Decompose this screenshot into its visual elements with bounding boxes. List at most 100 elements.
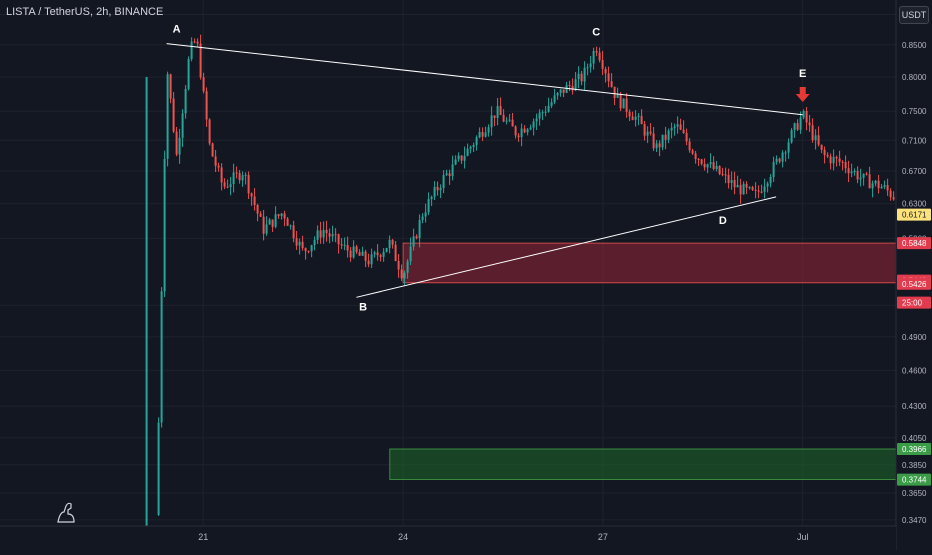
candle-body — [251, 193, 253, 196]
candle-body — [344, 245, 346, 246]
candle-body — [551, 102, 553, 106]
candle-body — [353, 247, 355, 258]
candle-body — [758, 191, 760, 192]
candle-body — [326, 230, 328, 233]
candle-body — [434, 187, 436, 197]
candle-body — [332, 234, 334, 236]
price-tick: 0.8000 — [902, 73, 927, 82]
candle-body — [356, 247, 358, 253]
candle-body — [815, 135, 817, 140]
candle-body — [887, 185, 889, 190]
candle-body — [443, 175, 445, 188]
candle-body — [785, 153, 787, 154]
price-tick: 0.4600 — [902, 366, 927, 375]
candle-body — [533, 121, 535, 127]
candle-body — [797, 123, 799, 130]
candle-body — [389, 240, 391, 248]
candle-body — [572, 86, 574, 90]
wave-label: D — [719, 215, 727, 227]
candle-body — [590, 64, 592, 68]
candle-body — [530, 128, 532, 130]
candle-body — [320, 230, 322, 237]
candle-body — [821, 145, 823, 150]
candle-body — [254, 196, 256, 205]
candle-body — [695, 154, 697, 160]
currency-badge[interactable]: USDT — [899, 6, 929, 24]
candle-body — [803, 111, 805, 118]
candle-body — [395, 245, 397, 261]
candle-body — [218, 166, 220, 168]
candle-body — [167, 74, 169, 159]
candle-body — [392, 240, 394, 245]
trend-line — [167, 44, 803, 115]
price-tick: 0.3650 — [902, 489, 927, 498]
wave-label: B — [359, 302, 367, 314]
candle-body — [482, 132, 484, 137]
candle-body — [593, 51, 595, 64]
zone-layer — [390, 243, 896, 479]
candle-body — [680, 124, 682, 129]
candle-body — [194, 42, 196, 43]
tradingview-logo-icon — [58, 503, 74, 522]
candle-body — [221, 168, 223, 183]
candle-body — [764, 187, 766, 192]
candle-body — [227, 187, 229, 188]
candle-body — [632, 116, 634, 120]
candle-body — [485, 133, 487, 137]
candle-body — [263, 217, 265, 234]
candle-body — [407, 261, 409, 273]
candle-body — [278, 214, 280, 216]
down-arrow-icon — [796, 87, 810, 102]
candle-body — [605, 69, 607, 73]
candle-body — [674, 127, 676, 129]
candle-body — [893, 197, 895, 199]
candle-body — [872, 183, 874, 188]
candle-body — [503, 115, 505, 122]
candle-body — [368, 261, 370, 265]
candle-body — [446, 173, 448, 175]
candle-body — [863, 174, 865, 178]
candle-body — [626, 99, 628, 112]
candle-body — [707, 164, 709, 167]
price-label: 0.3744 — [902, 476, 927, 485]
price-label: 0.3966 — [902, 445, 927, 454]
candle-body — [881, 187, 883, 188]
price-label: 0.5426 — [902, 280, 927, 289]
candle-body — [314, 240, 316, 245]
time-tick: 21 — [198, 532, 208, 542]
price-label: 0.5848 — [902, 239, 927, 248]
candle-body — [455, 160, 457, 165]
candle-body — [776, 159, 778, 162]
wave-label: E — [799, 68, 806, 80]
candle-body — [404, 273, 406, 279]
candle-body — [413, 236, 415, 246]
candle-body — [722, 174, 724, 175]
candle-body — [830, 156, 832, 163]
candle-body — [575, 79, 577, 90]
candle-body — [770, 177, 772, 183]
candle-body — [731, 180, 733, 183]
candle-body — [521, 129, 523, 138]
candle-body — [752, 187, 754, 190]
candle-body — [425, 212, 427, 216]
candle-body — [236, 173, 238, 174]
candle-body — [350, 251, 352, 258]
candle-body — [401, 270, 403, 279]
candle-body — [629, 112, 631, 117]
candle-body — [248, 175, 250, 194]
price-tick: 0.8500 — [902, 41, 927, 50]
candle-body — [563, 89, 565, 92]
candle-body — [335, 234, 337, 235]
candle-body — [812, 125, 814, 140]
candle-body — [266, 224, 268, 233]
candle-body — [566, 85, 568, 93]
candle-body — [611, 81, 613, 87]
candle-body — [383, 252, 385, 257]
candle-body — [476, 137, 478, 145]
candle-body — [536, 119, 538, 122]
candle-body — [470, 147, 472, 149]
candle-body — [371, 254, 373, 264]
candle-body — [500, 106, 502, 115]
candle-body — [665, 135, 667, 140]
